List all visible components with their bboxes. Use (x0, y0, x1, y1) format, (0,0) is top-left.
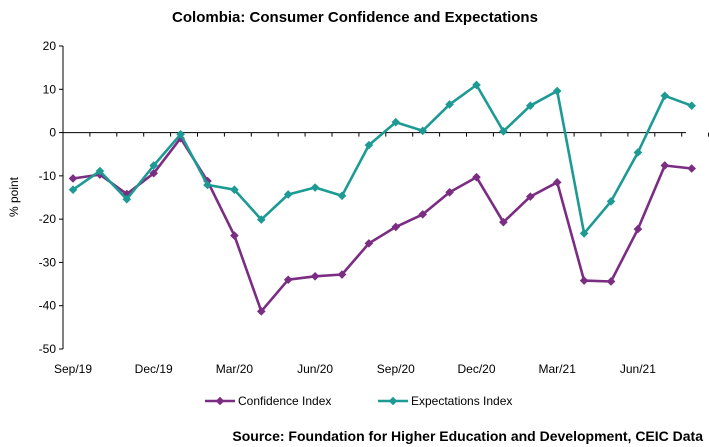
x-tick-label: Dec/20 (457, 362, 495, 376)
confidence-index-point (391, 222, 401, 232)
confidence-index-series (68, 133, 696, 316)
expectations-index-point (660, 91, 670, 101)
confidence-index-point (310, 271, 320, 281)
confidence-index-point (283, 275, 293, 285)
confidence-index-point (257, 307, 266, 316)
source-note: Source: Foundation for Higher Education … (232, 428, 703, 444)
x-tick-label: Jun/20 (297, 362, 333, 376)
series-group (68, 80, 696, 316)
expectations-index-point (445, 100, 454, 109)
expectations-index-point (499, 126, 508, 136)
legend-label: Confidence Index (238, 394, 331, 408)
y-tick-label: 0 (49, 126, 56, 140)
confidence-index-point (149, 168, 158, 178)
expectations-index-point (391, 117, 401, 127)
x-tick-label: Jun/21 (620, 362, 656, 376)
expectations-index-point (149, 161, 158, 170)
y-tick-label: 10 (43, 82, 57, 96)
confidence-index-point (418, 210, 427, 219)
confidence-index-point (230, 231, 239, 240)
expectations-index-series (68, 80, 696, 238)
legend-swatch-marker (215, 396, 225, 406)
expectations-index-point (526, 101, 535, 111)
expectations-index-point (122, 194, 132, 204)
chart-title: Colombia: Consumer Confidence and Expect… (172, 9, 538, 26)
confidence-index-point (606, 277, 616, 286)
confidence-index-point (337, 270, 347, 279)
y-axis: 20 10 0 -10 -20 -30 -40 -50 (39, 39, 64, 356)
confidence-index-point (552, 178, 562, 187)
legend: Confidence Index Expectations Index (205, 394, 512, 408)
expectations-index-point (283, 190, 293, 199)
confidence-index-point (579, 276, 589, 285)
x-tick-label: Mar/20 (216, 362, 254, 376)
confidence-index-line (72, 136, 692, 313)
x-tick-label: Sep/19 (54, 362, 92, 376)
expectations-index-point (257, 215, 266, 224)
y-axis-label: % point (7, 176, 21, 217)
x-tick-label: Dec/19 (135, 362, 173, 376)
confidence-index-point (499, 217, 508, 227)
expectations-index-point (364, 140, 374, 150)
expectations-index-point (176, 130, 185, 139)
y-tick-label: -50 (39, 342, 57, 356)
expectations-index-point (68, 185, 78, 195)
confidence-index-point (364, 239, 374, 248)
legend-label: Expectations Index (411, 394, 512, 408)
confidence-index-point (472, 172, 481, 182)
x-tick-label: Sep/20 (377, 362, 415, 376)
confidence-index-point (687, 164, 696, 173)
x-axis: Sep/19 Dec/19 Mar/20 Jun/20 Sep/20 Dec/20 Mar/… (54, 132, 709, 376)
expectations-index-line (72, 83, 693, 235)
confidence-index-point (633, 224, 643, 234)
confidence-index-point (660, 161, 670, 170)
y-tick-label: -40 (39, 299, 57, 313)
y-tick-label: -10 (39, 169, 57, 183)
expectations-index-point (579, 229, 589, 238)
expectations-index-point (203, 180, 212, 190)
expectations-index-point (95, 166, 105, 176)
y-tick-label: -20 (39, 212, 57, 226)
expectations-index-point (633, 148, 643, 157)
legend-item-expectations-index: Expectations Index (378, 394, 512, 408)
expectations-index-point (310, 183, 320, 192)
expectations-index-point (418, 126, 427, 136)
expectations-index-point (230, 185, 239, 195)
confidence-index-point (445, 188, 454, 197)
legend-item-confidence-index: Confidence Index (205, 394, 331, 408)
expectations-index-point (337, 191, 347, 201)
expectations-index-point (606, 197, 616, 206)
x-tick-label: Mar/21 (539, 362, 577, 376)
expectations-index-point (552, 86, 562, 96)
expectations-index-point (687, 101, 696, 111)
legend-swatch-marker (388, 396, 398, 406)
y-tick-label: 20 (43, 39, 57, 53)
confidence-index-point (68, 174, 78, 183)
confidence-index-point (526, 192, 535, 201)
y-tick-label: -30 (39, 255, 57, 269)
expectations-index-point (472, 80, 481, 90)
